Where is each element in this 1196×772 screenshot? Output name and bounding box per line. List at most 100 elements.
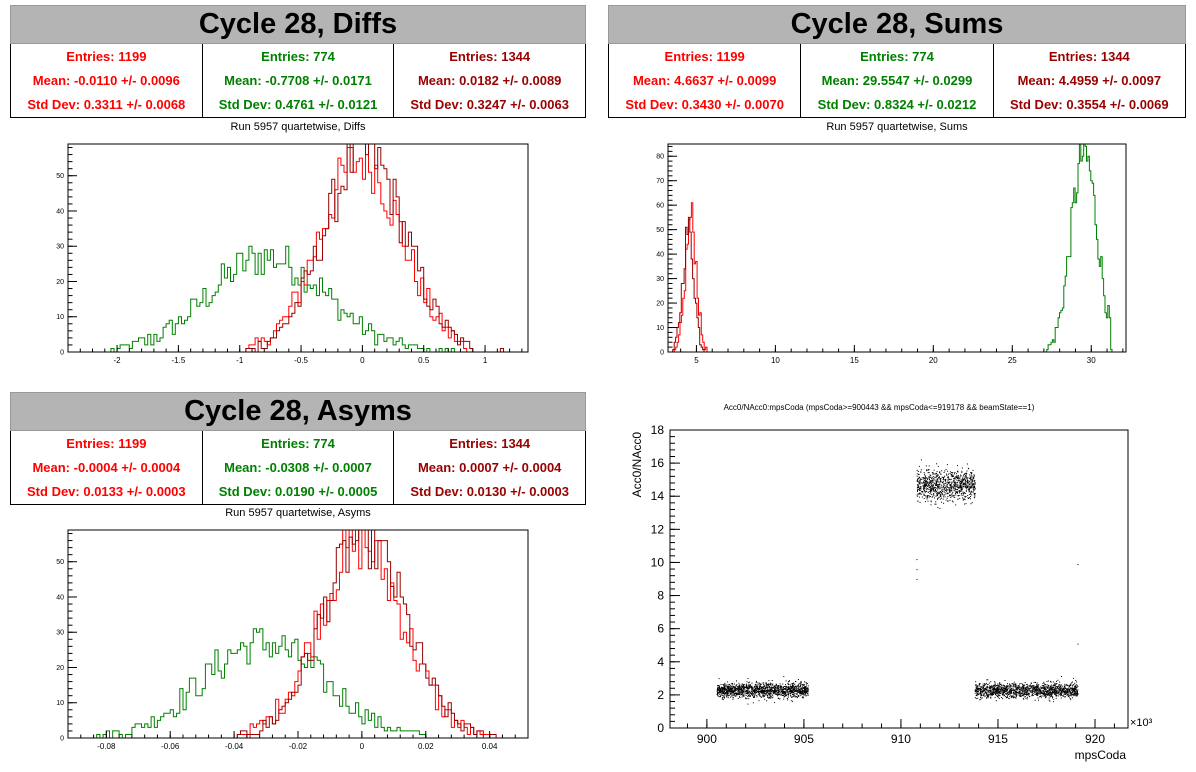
scatter-point [1063,690,1065,692]
scatter-point [999,685,1000,687]
scatter-point [956,476,958,478]
scatter-point [1055,694,1057,696]
scatter-point [1031,686,1033,688]
scatter-point [748,698,750,700]
scatter-point [787,688,789,690]
scatter-point [776,693,778,695]
scatter-point [1009,693,1011,695]
scatter-point [746,684,747,686]
scatter-point [973,489,975,491]
scatter-point [1040,691,1042,693]
scatter-point [1013,690,1015,692]
scatter-point [1009,695,1011,697]
scatter-point [752,694,754,696]
scatter-point [739,684,741,686]
scatter-point [949,487,950,489]
scatter-point [747,695,749,697]
scatter-point [966,470,968,472]
scatter-point [1055,690,1057,692]
y-tick-label: 70 [656,178,664,185]
scatter-point [762,691,763,693]
scatter-point [729,686,731,688]
scatter-point [1035,694,1037,695]
scatter-point [953,490,955,491]
scatter-point [723,690,725,692]
scatter-point [949,486,951,488]
scatter-point [931,496,933,498]
scatter-point [1003,688,1005,690]
scatter-point [807,691,809,693]
scatter-point [923,498,925,499]
scatter-point [775,690,777,692]
scatter-point [791,685,793,687]
histogram-series-green [110,245,467,353]
scatter-point [779,689,781,691]
scatter-point [940,481,941,483]
scatter-point [939,508,941,509]
scatter-point [1004,680,1006,681]
scatter-point [724,685,726,687]
scatter-point [934,477,936,479]
plot-frame [67,143,529,353]
scatter-point [802,697,804,699]
scatter-point [929,481,931,482]
scatter-point [781,686,783,687]
scatter-point [966,473,968,474]
scatter-point [984,683,986,685]
scatter-point [1069,688,1071,690]
scatter-point [762,686,764,688]
scatter-point [925,501,926,503]
scatter-point [737,686,739,688]
scatter-point [938,477,940,478]
scatter-point [772,690,774,692]
scatter-point [766,687,768,688]
scatter-point [961,489,963,491]
scatter-point [726,689,728,691]
scatter-point [1055,695,1057,697]
scatter-point [787,692,789,694]
scatter-point [1058,691,1060,693]
scatter-point [749,691,751,693]
scatter-point [939,472,941,474]
scatter-point [970,480,972,482]
scatter-point [1015,687,1017,689]
scatter-point [931,476,933,478]
y-tick-label: 20 [56,279,64,286]
scatter-point [789,692,791,694]
scatter-point [746,691,748,693]
scatter-point [928,488,930,490]
scatter-point [1022,691,1024,693]
scatter-point [939,495,941,497]
scatter-point [760,683,762,685]
scatter-point [777,692,779,694]
scatter-point [792,691,794,693]
scatter-point [766,685,768,687]
scatter-point [1039,690,1041,692]
scatter-point [949,484,951,486]
scatter-point [1026,689,1027,691]
scatter-point [983,690,985,692]
scatter-point [937,486,938,487]
scatter-point [779,687,781,689]
scatter-point [948,479,950,480]
scatter-point [1069,698,1071,699]
scatter-point [949,495,950,497]
scatter-point [1050,681,1052,683]
scatter-point [935,489,936,491]
scatter-point [991,686,993,688]
scatter-point [933,483,935,484]
scatter-point [988,682,990,684]
scatter-point [1055,689,1057,691]
scatter-point [1074,688,1075,690]
scatter-point [786,686,788,688]
scatter-point [795,685,797,687]
scatter-point [987,694,989,696]
stat-mean: Mean: 0.0182 +/- 0.0089 [417,72,562,88]
scatter-point [1070,694,1072,696]
scatter-point [768,692,770,694]
scatter-point [741,696,743,698]
scatter-point [1027,686,1029,688]
scatter-point [962,487,964,489]
scatter-point [752,694,754,696]
